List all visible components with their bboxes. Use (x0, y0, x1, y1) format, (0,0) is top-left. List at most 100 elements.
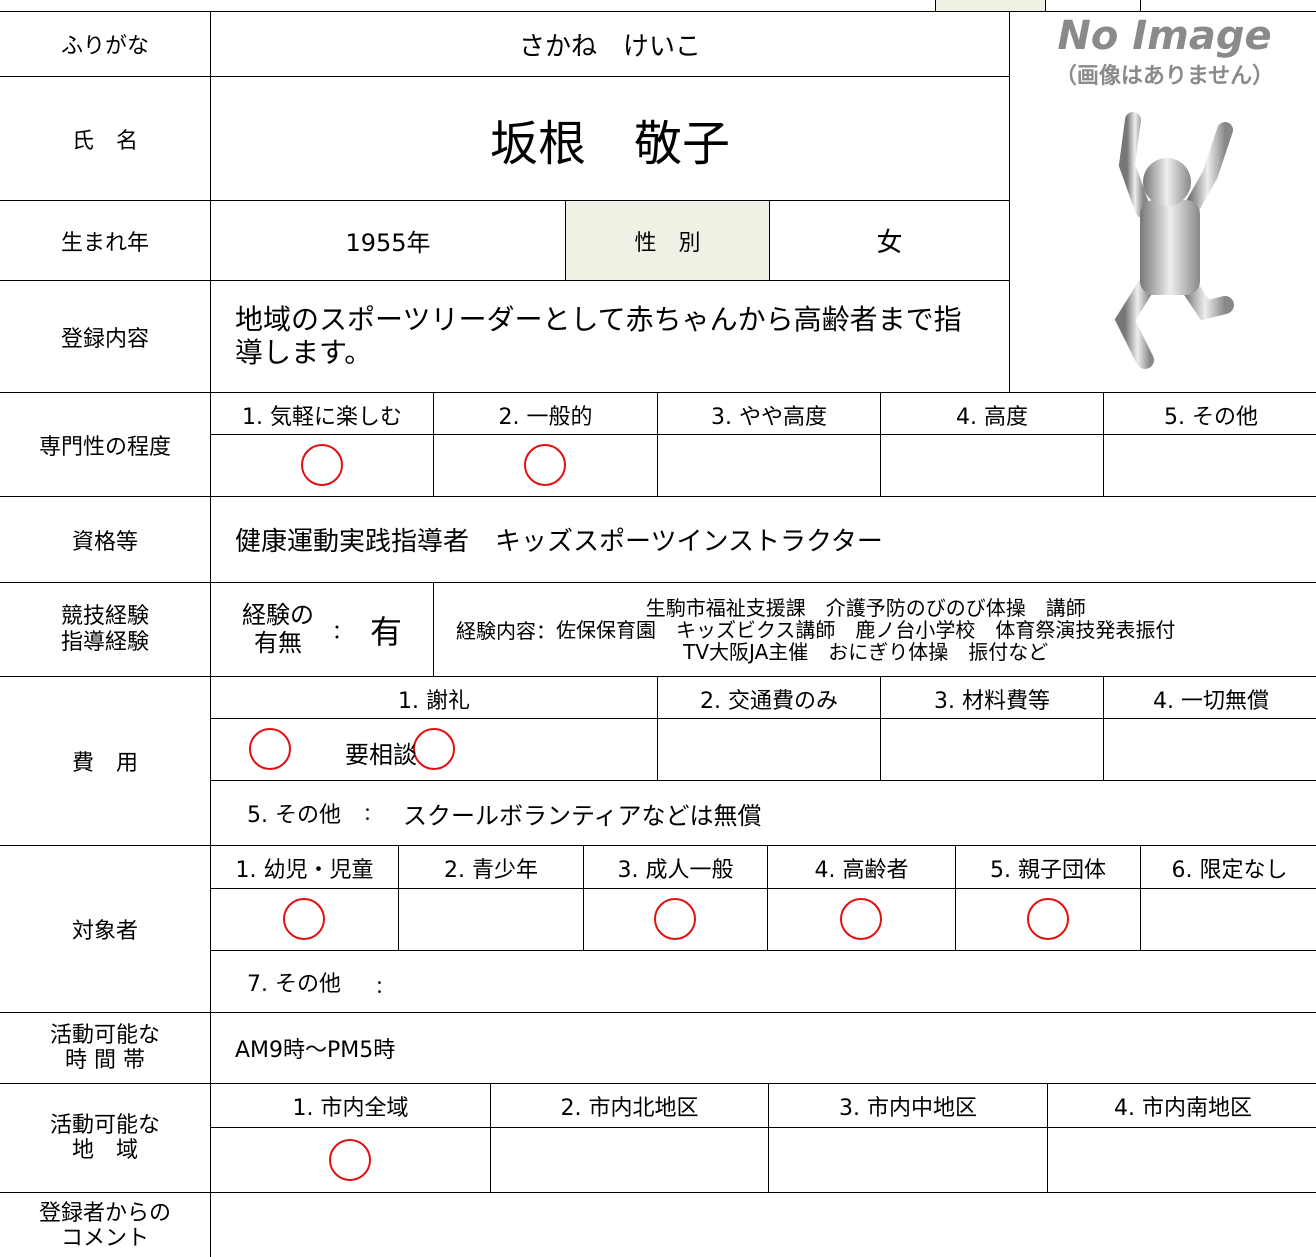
option-header: 2. 交通費のみ (657, 676, 881, 719)
option-header: 1. 幼児・児童 (210, 845, 399, 889)
sex-label-cell: 性 別 (565, 200, 770, 281)
placeholder-figure (1114, 112, 1234, 369)
option-label: 4. 一切無償 (1153, 689, 1269, 714)
label-text: コメント (60, 1226, 149, 1251)
circle-mark (249, 728, 291, 770)
furigana-value: さかね けいこ (518, 31, 701, 62)
option-header: 2. 市内北地区 (490, 1083, 769, 1128)
option-header: 4. 高齢者 (767, 845, 956, 889)
option-header: 3. 材料費等 (880, 676, 1104, 719)
label-text: 時 間 帯 (64, 1048, 145, 1073)
label-text: 地 域 (71, 1138, 138, 1163)
photo-title: No Image (1057, 13, 1272, 59)
label-cell: 競技経験 指導経験 (0, 582, 211, 677)
has-value: 有 (369, 612, 402, 651)
experience-content-cell: 経験内容： 生駒市福祉支援課 介護予防のびのび体操 講師 佐保保育園 キッズビクス講… (433, 582, 1316, 677)
option-label: 6. 限定なし (1171, 858, 1288, 883)
value-cell: 健康運動実践指導者 キッズスポーツインストラクター (210, 496, 1316, 583)
content-line: TV大阪JA主催 おにぎり体操 振付など (683, 639, 1049, 664)
name-value: 坂根 敬子 (489, 115, 730, 172)
option-header: 5. その他 (1103, 392, 1316, 435)
label-cell: 活動可能な地 域 (0, 1083, 211, 1193)
circle-mark (283, 898, 325, 940)
label-text: 費 用 (71, 751, 138, 776)
label-cell: 登録内容 (0, 280, 211, 393)
separator: ： (331, 619, 352, 643)
has-label: 経験の (241, 600, 314, 629)
option-header: 4. 高度 (880, 392, 1104, 435)
option-label: 2. 青少年 (444, 858, 538, 883)
separator: ： (374, 976, 393, 998)
label-text: 対象者 (71, 919, 138, 944)
fee-note: 要相談 (345, 741, 417, 769)
option-header: 1. 気軽に楽しむ (210, 392, 434, 435)
option-label: 1. 幼児・児童 (235, 858, 374, 883)
option-header: 4. 市内南地区 (1047, 1083, 1316, 1128)
option-header: 2. 青少年 (398, 845, 584, 889)
option-cell (398, 888, 584, 951)
option-label: 1. 市内全域 (292, 1096, 409, 1121)
circle-mark (840, 898, 882, 940)
option-cell (880, 718, 1104, 781)
option-label: 3. 市内中地区 (839, 1096, 977, 1121)
option-header: 1. 謝礼 (210, 676, 658, 719)
option-cell (490, 1127, 769, 1193)
has-label-group: 経験の 有無 (241, 600, 314, 657)
photo-note: （画像はありません） (1054, 64, 1275, 89)
option-label: 5. その他 (1164, 405, 1258, 430)
option-label: 4. 市内南地区 (1114, 1096, 1252, 1121)
option-cell (768, 1127, 1048, 1193)
option-label: 3. 成人一般 (617, 858, 734, 883)
option-header: 4. 一切無償 (1103, 676, 1316, 719)
value-cell: さかね けいこ (210, 11, 1010, 77)
option-header: 3. 成人一般 (583, 845, 768, 889)
has-label: 有無 (253, 628, 302, 657)
label-text: 資格等 (71, 529, 138, 555)
value-cell: 女 (769, 200, 1010, 281)
label-cell: ふりがな (0, 11, 211, 77)
sex-label: 性 別 (634, 230, 701, 256)
label-text: 専門性の程度 (38, 434, 171, 460)
label-cell: 費 用 (0, 676, 211, 846)
option-label: 1. 気軽に楽しむ (242, 405, 402, 430)
label-cell: 対象者 (0, 845, 211, 1013)
target-other-cell: 7. その他 ： (210, 950, 1316, 1013)
label-text: 登録者からの (38, 1200, 171, 1226)
label-text: 活動可能な (49, 1112, 160, 1138)
circle-mark (654, 898, 696, 940)
option-label: 2. 一般的 (498, 405, 593, 430)
label-text-group: 活動可能な地 域 (50, 1113, 160, 1164)
qualifications-value: 健康運動実践指導者 キッズスポーツインストラクター (235, 527, 883, 557)
value-cell: 1955年 (210, 200, 566, 281)
option-header: 6. 限定なし (1140, 845, 1316, 889)
option-header: 5. 親子団体 (955, 845, 1141, 889)
fee-other-cell: 5. その他 ： スクールボランティアなどは無償 (210, 780, 1316, 846)
option-cell (657, 434, 881, 497)
label-text: 氏 名 (71, 128, 138, 154)
label-text-group: 競技経験 指導経験 (61, 604, 149, 655)
option-header: 3. 市内中地区 (768, 1083, 1048, 1128)
option-label: 5. 親子団体 (990, 858, 1106, 883)
content-line-group: 生駒市福祉支援課 介護予防のびのび体操 講師 佐保保育園 キッズビクス講師 鹿ノ台… (556, 597, 1175, 663)
birth-value: 1955年 (345, 229, 431, 257)
option-label: 1. 謝礼 (398, 689, 470, 714)
option-cell (880, 434, 1104, 497)
sex-value: 女 (876, 228, 903, 258)
circle-mark (300, 444, 343, 486)
separator: ： (362, 804, 381, 825)
label-cell: 氏 名 (0, 76, 211, 201)
label-text: ふりがな (60, 34, 149, 59)
option-header: 1. 市内全域 (210, 1083, 491, 1128)
circle-mark (524, 444, 566, 486)
circle-mark (412, 728, 455, 770)
content-label: 経験内容： (456, 619, 556, 643)
content-line: 生駒市福祉支援課 介護予防のびのび体操 講師 (645, 595, 1086, 620)
registration-value: 地域のスポーツリーダーとして赤ちゃんから高齢者まで指導します。 (235, 303, 962, 369)
other-label: 7. その他 (247, 971, 341, 997)
option-cell (1047, 1127, 1316, 1193)
option-label: 3. やや高度 (711, 405, 827, 430)
label-cell: 登録者からの コメント (0, 1192, 211, 1257)
label-cell: 活動可能な時 間 帯 (0, 1012, 211, 1084)
photo-cell: No Image （画像はありません） (1009, 11, 1316, 393)
